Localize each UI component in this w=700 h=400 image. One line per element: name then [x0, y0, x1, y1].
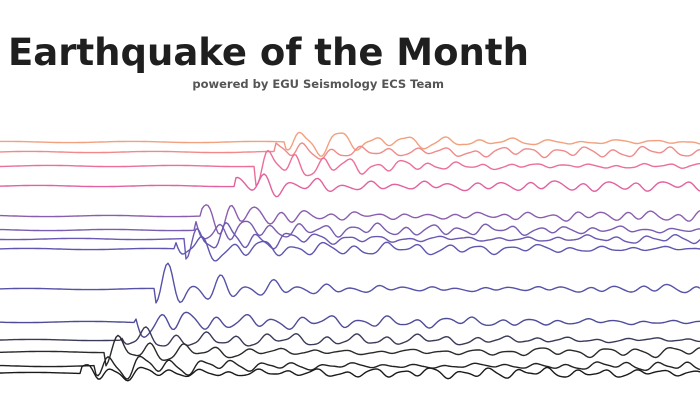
seismogram-trace	[0, 173, 700, 198]
seismogram-trace	[0, 222, 700, 260]
seismogram-trace	[0, 262, 700, 304]
title: Earthquake of the Month	[8, 31, 529, 74]
seismogram-trace	[0, 220, 700, 241]
seismogram-trace	[0, 235, 700, 262]
seismogram-trace	[0, 334, 700, 367]
seismogram-trace	[0, 131, 700, 157]
seismograms	[0, 131, 700, 382]
seismogram-trace	[0, 142, 700, 160]
subtitle: powered by EGU Seismology ECS Team	[192, 77, 444, 91]
seismogram-trace	[0, 204, 700, 235]
seismogram-trace	[0, 355, 700, 380]
seismogram-trace	[0, 364, 700, 382]
seismogram-trace	[0, 149, 700, 187]
seismogram-trace	[0, 311, 700, 338]
seismogram-trace	[0, 326, 700, 347]
